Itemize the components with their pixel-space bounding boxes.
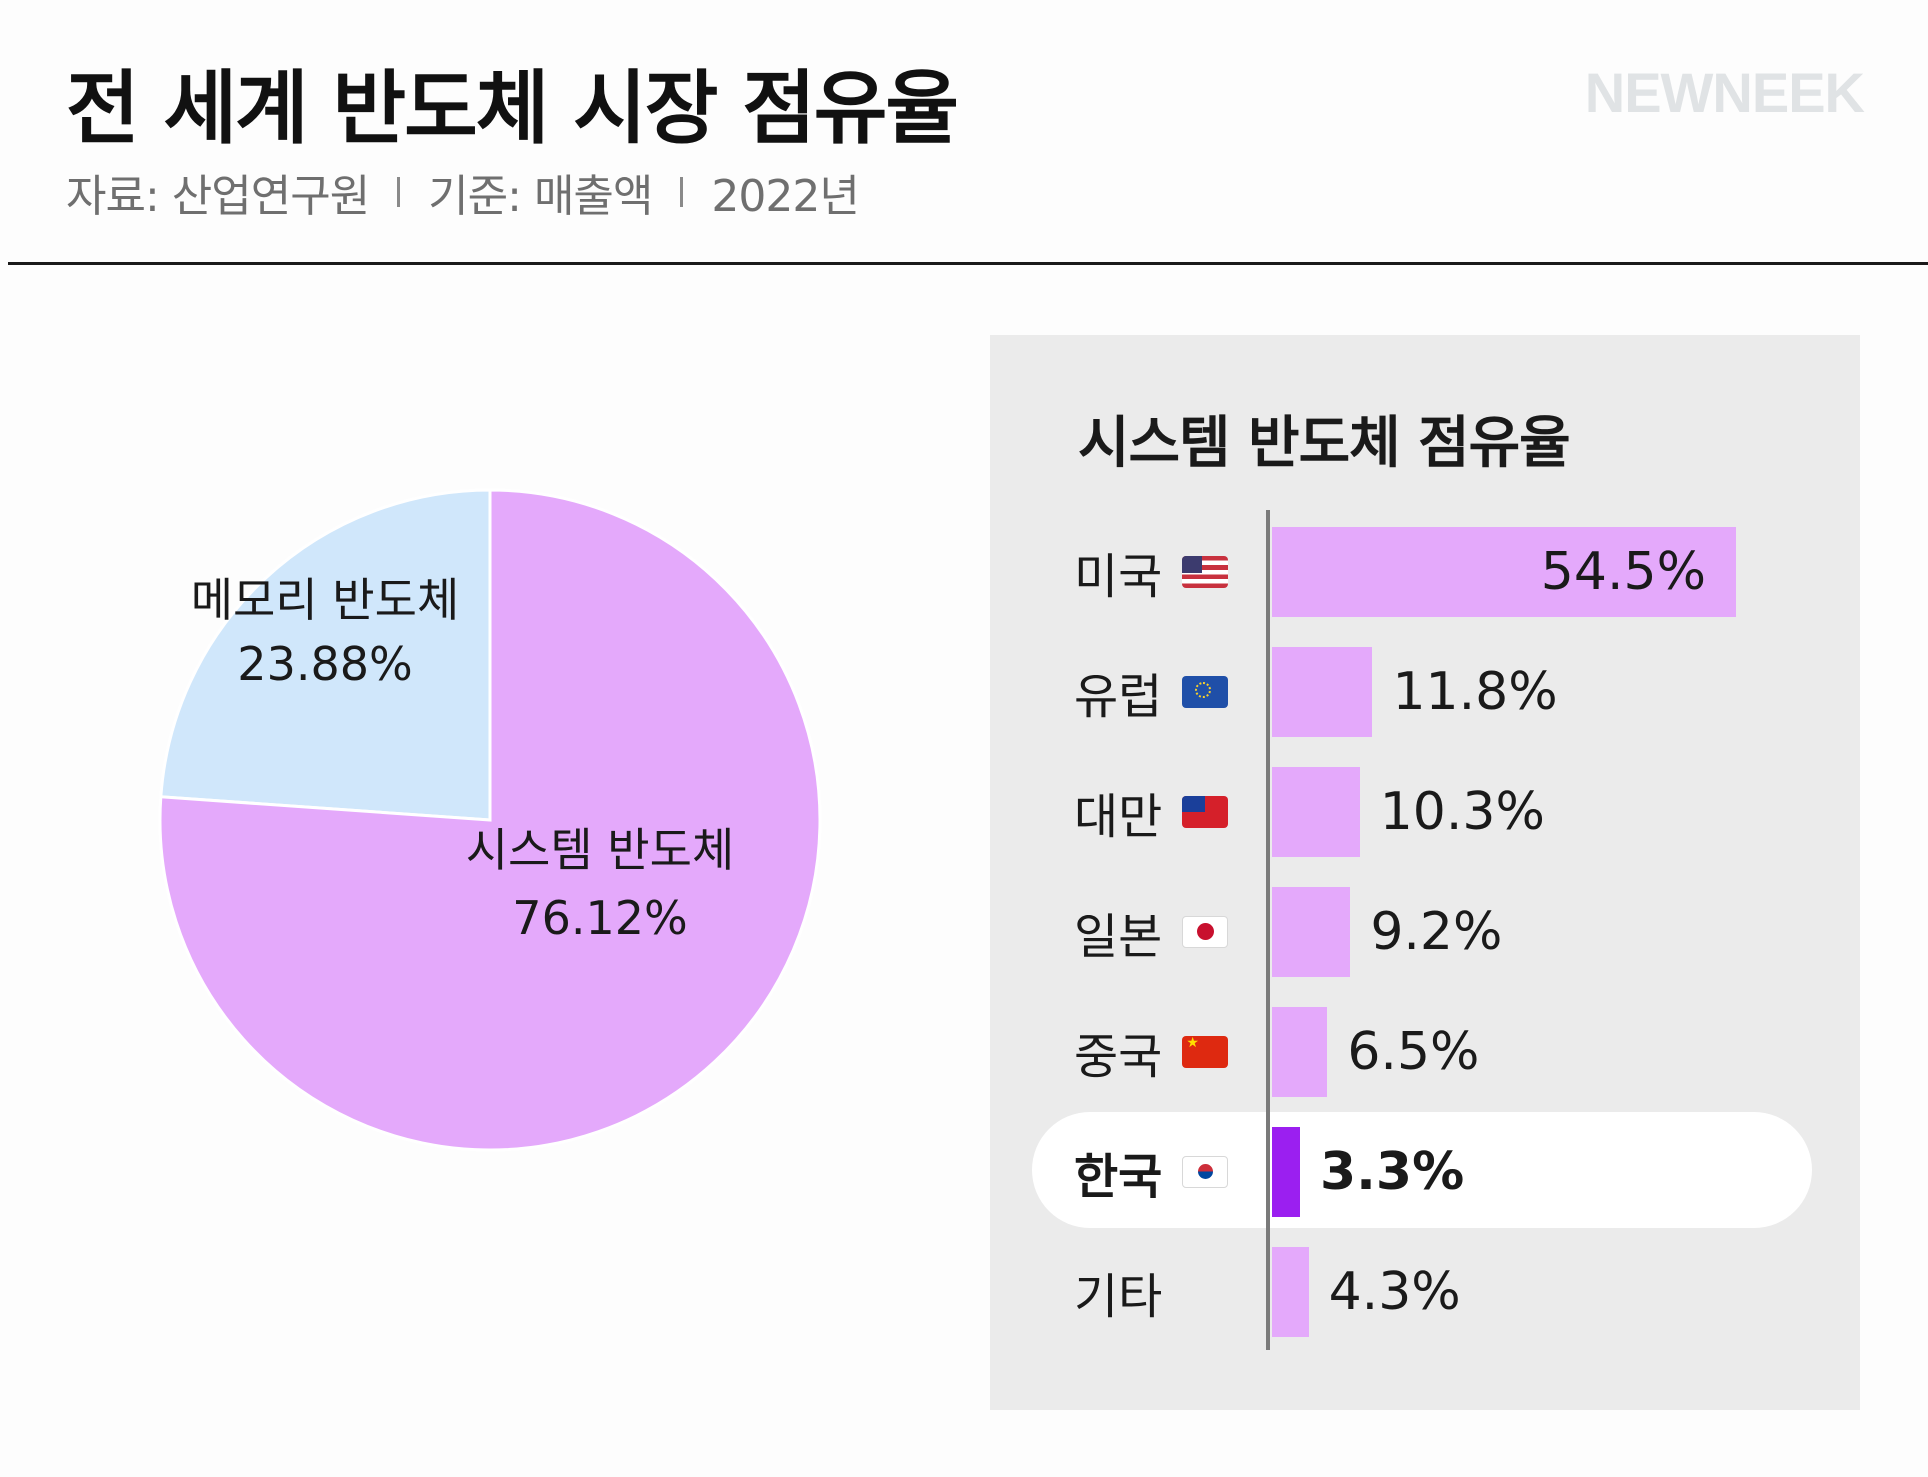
bar-category-label: 일본 — [1074, 909, 1163, 965]
bar-category: 중국 — [1074, 1007, 1254, 1097]
china-flag-icon — [1182, 1036, 1229, 1068]
bar-row: 유럽 11.8% — [0, 647, 1928, 737]
bar-category-label: 유럽 — [1074, 669, 1163, 725]
basis-text: 기준: 매출액 — [428, 171, 653, 222]
bar — [1272, 1247, 1309, 1337]
bar-category: 한국 — [1074, 1127, 1254, 1217]
bar-category: 대만 — [1074, 767, 1254, 857]
pie-slice-system-semiconductor — [158, 488, 822, 1152]
chart-title: 전 세계 반도체 시장 점유율 — [66, 62, 959, 155]
subtitle-divider — [680, 177, 684, 207]
bar-row: 한국 3.3% — [0, 1127, 1928, 1217]
bar-category-label: 대만 — [1074, 789, 1163, 845]
bar-row: 중국 6.5% — [0, 1007, 1928, 1097]
bar-category-label: 기타 — [1074, 1269, 1163, 1325]
bar-row: 대만 10.3% — [0, 767, 1928, 857]
bar — [1272, 527, 1736, 617]
bar-chart-panel — [990, 335, 1860, 1410]
bar — [1272, 767, 1360, 857]
pie-value-system-semiconductor: 76.12% — [512, 891, 687, 945]
year-text: 2022년 — [711, 171, 859, 222]
brand-logo: NEWNEEK — [1584, 61, 1865, 124]
us-flag-icon — [1182, 556, 1229, 588]
pie-chart: 메모리 반도체 23.88% 시스템 반도체 76.12% — [158, 488, 822, 1152]
bar — [1272, 1127, 1300, 1217]
bar-category: 일본 — [1074, 887, 1254, 977]
pie-slice-memory-semiconductor — [159, 488, 492, 822]
bar-row: 미국 54.5% — [0, 527, 1928, 617]
korea-highlight — [1032, 1112, 1812, 1228]
eu-flag-icon — [1182, 676, 1229, 708]
bar-chart-axis — [1266, 510, 1270, 1350]
bar-value-label: 3.3% — [1320, 1142, 1465, 1202]
bar-category-label: 미국 — [1074, 549, 1163, 605]
bar — [1272, 887, 1351, 977]
header-divider — [8, 262, 1928, 265]
pie-value-memory-semiconductor: 23.88% — [237, 637, 412, 691]
bar-value-label: 9.2% — [1370, 902, 1503, 962]
bar — [1272, 647, 1373, 737]
bar-value-label: 4.3% — [1328, 1262, 1461, 1322]
bar-category-label: 중국 — [1074, 1029, 1163, 1085]
bar-value-label: 54.5% — [1540, 542, 1706, 602]
pie-label-system-semiconductor: 시스템 반도체 — [466, 823, 735, 877]
korea-flag-icon — [1182, 1156, 1229, 1188]
bar-category: 유럽 — [1074, 647, 1254, 737]
bar-category: 미국 — [1074, 527, 1254, 617]
bar-value-label: 11.8% — [1392, 662, 1558, 722]
bar-category: 기타 — [1074, 1247, 1254, 1337]
source-text: 자료: 산업연구원 — [66, 171, 370, 222]
bar-value-label: 10.3% — [1379, 782, 1545, 842]
bar-row: 일본 9.2% — [0, 887, 1928, 977]
bar-row: 기타 4.3% — [0, 1247, 1928, 1337]
bar-category-label: 한국 — [1074, 1149, 1163, 1205]
japan-flag-icon — [1182, 916, 1229, 948]
bar-value-label: 6.5% — [1347, 1022, 1480, 1082]
subtitle-divider — [397, 177, 401, 207]
bar — [1272, 1007, 1328, 1097]
bar-chart-title: 시스템 반도체 점유율 — [1078, 411, 1571, 476]
pie-label-memory-semiconductor: 메모리 반도체 — [191, 573, 460, 627]
taiwan-flag-icon — [1182, 796, 1229, 828]
chart-subtitle: 자료: 산업연구원 기준: 매출액 2022년 — [66, 160, 860, 224]
